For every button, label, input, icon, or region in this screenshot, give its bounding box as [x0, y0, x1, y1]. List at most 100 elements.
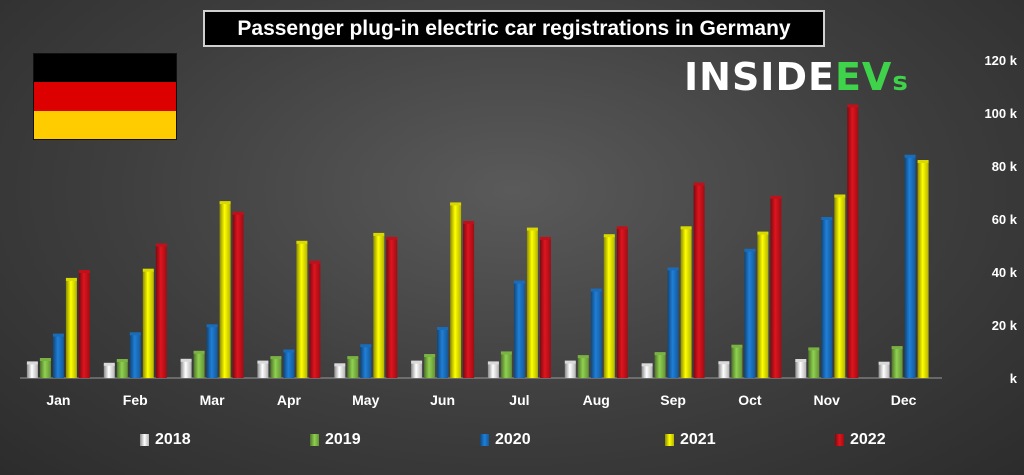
bar-2021-jul: [526, 229, 538, 378]
y-tick-label: 120 k: [984, 53, 1017, 68]
bar-2019-jun: [424, 356, 436, 378]
legend: 2018 2019 2020 2021 2022: [120, 428, 920, 452]
bar-2019-jan: [39, 360, 51, 378]
bar-2022-sep: [693, 184, 705, 378]
bar-2021-jun: [450, 204, 462, 378]
bar-cap-2022-jun: [463, 221, 475, 224]
bar-cap-2020-jul: [513, 280, 525, 284]
y-tick-label: 20 k: [992, 318, 1018, 333]
bar-2021-sep: [680, 228, 692, 378]
bar-cap-2019-nov: [808, 347, 820, 351]
bar-cap-2019-feb: [116, 359, 128, 362]
bar-cap-2020-dec: [904, 154, 916, 158]
bar-cap-2022-apr: [309, 260, 321, 264]
legend-item-2021: 2021: [665, 431, 716, 449]
bar-2018-dec: [878, 363, 890, 378]
bar-cap-2022-jul: [539, 236, 551, 240]
bar-2022-may: [386, 238, 398, 378]
bar-2018-nov: [795, 361, 807, 378]
bar-cap-2018-jun: [411, 360, 423, 364]
bar-2020-jul: [513, 282, 525, 378]
flag-stripe-gold: [34, 110, 176, 139]
bar-cap-2020-jun: [437, 327, 449, 330]
bar-2020-sep: [667, 269, 679, 378]
y-tick-label: 80 k: [992, 159, 1018, 174]
x-tick-label: Mar: [200, 392, 225, 408]
bar-2018-jan: [26, 363, 38, 378]
bar-cap-2018-may: [334, 363, 346, 367]
bar-cap-2019-may: [347, 356, 359, 360]
flag-stripe-red: [34, 82, 176, 111]
bar-2022-feb: [155, 245, 167, 378]
legend-swatch: [835, 434, 844, 446]
bar-2022-oct: [770, 197, 782, 378]
logo-text-inside: INSIDE: [684, 55, 835, 99]
bar-cap-2019-jul: [500, 351, 512, 355]
bar-2019-aug: [577, 357, 589, 378]
legend-swatch: [665, 434, 674, 446]
x-tick-label: May: [352, 392, 379, 408]
legend-swatch: [480, 434, 489, 446]
x-tick-label: Dec: [891, 392, 917, 408]
bar-cap-2018-sep: [641, 363, 653, 367]
bar-2022-jul: [539, 238, 551, 378]
bar-2018-oct: [718, 363, 730, 378]
bar-cap-2022-feb: [155, 243, 167, 247]
bar-cap-2022-may: [386, 236, 398, 240]
bar-2019-apr: [270, 358, 282, 378]
x-tick-label: Apr: [277, 392, 302, 408]
legend-item-2020: 2020: [480, 431, 531, 449]
x-tick-label: Sep: [660, 392, 686, 408]
bar-cap-2019-jan: [39, 358, 51, 361]
bar-cap-2022-aug: [616, 226, 628, 230]
x-tick-label: Jul: [509, 392, 529, 408]
bar-2022-nov: [847, 106, 859, 379]
y-tick-label: 100 k: [984, 106, 1017, 121]
legend-item-2022: 2022: [835, 431, 886, 449]
bar-cap-2019-aug: [577, 355, 589, 359]
bar-cap-2021-may: [373, 232, 385, 236]
y-tick-label: 60 k: [992, 212, 1018, 227]
bar-cap-2021-aug: [603, 234, 615, 238]
bar-cap-2018-jul: [487, 361, 499, 365]
bar-2021-may: [373, 234, 385, 378]
bar-2021-dec: [917, 162, 929, 378]
bar-cap-2022-mar: [232, 211, 244, 215]
bar-cap-2022-nov: [847, 104, 859, 108]
bar-cap-2018-jan: [26, 361, 38, 365]
bar-cap-2020-nov: [821, 217, 833, 220]
bar-2020-jun: [437, 329, 449, 378]
bar-cap-2019-mar: [193, 350, 205, 354]
bar-cap-2021-oct: [757, 231, 769, 235]
bar-2018-jul: [487, 363, 499, 378]
bar-2020-may: [360, 346, 372, 378]
legend-swatch: [310, 434, 319, 446]
bar-cap-2021-jul: [526, 227, 538, 231]
bar-cap-2020-oct: [744, 248, 756, 252]
bar-2021-feb: [142, 270, 154, 378]
bar-cap-2020-aug: [590, 288, 602, 292]
bar-cap-2019-jun: [424, 354, 436, 357]
germany-flag-icon: [33, 53, 177, 140]
legend-label: 2019: [325, 431, 361, 448]
bar-cap-2022-jan: [78, 270, 90, 273]
bar-cap-2021-mar: [219, 201, 231, 205]
bar-2021-oct: [757, 233, 769, 378]
bar-2019-sep: [654, 354, 666, 378]
legend-swatch: [140, 434, 149, 446]
bar-2020-mar: [206, 326, 218, 378]
logo-text-ev: EV: [834, 55, 893, 99]
insideevs-logo: INSIDEEVs: [684, 55, 909, 99]
bar-2020-dec: [904, 156, 916, 378]
bar-cap-2021-feb: [142, 268, 154, 272]
bar-2018-mar: [180, 360, 192, 378]
bar-cap-2018-oct: [718, 361, 730, 365]
bar-cap-2021-sep: [680, 226, 692, 230]
bar-cap-2021-jan: [65, 277, 77, 281]
bar-2018-sep: [641, 365, 653, 378]
bar-cap-2022-sep: [693, 182, 705, 186]
bar-cap-2021-apr: [296, 240, 308, 244]
bar-2019-oct: [731, 346, 743, 378]
bar-2018-may: [334, 365, 346, 378]
